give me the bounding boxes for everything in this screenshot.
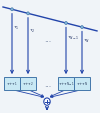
Text: $\tau\!+\!\tau_N$: $\tau\!+\!\tau_N$	[76, 80, 88, 87]
Circle shape	[11, 9, 13, 12]
FancyBboxPatch shape	[74, 77, 90, 90]
Circle shape	[44, 98, 50, 105]
Circle shape	[27, 13, 29, 16]
Text: $\tau_N$: $\tau_N$	[83, 38, 90, 45]
Text: ...: ...	[44, 79, 51, 88]
Text: $\tau_{N-1}$: $\tau_{N-1}$	[67, 35, 80, 42]
Text: $\tau_2$: $\tau_2$	[29, 27, 36, 35]
Text: ...: ...	[44, 35, 51, 44]
FancyBboxPatch shape	[20, 77, 36, 90]
Text: $\tau\!+\!\tau_1$: $\tau\!+\!\tau_1$	[6, 80, 18, 87]
Circle shape	[65, 22, 67, 25]
Text: $\tau\!+\!\tau_2$: $\tau\!+\!\tau_2$	[22, 80, 34, 87]
Text: $\tau\!+\!\tau_{N-1}$: $\tau\!+\!\tau_{N-1}$	[57, 80, 74, 87]
FancyBboxPatch shape	[4, 77, 20, 90]
FancyBboxPatch shape	[58, 77, 74, 90]
Text: $\tau_1$: $\tau_1$	[13, 24, 20, 32]
Circle shape	[81, 26, 83, 29]
